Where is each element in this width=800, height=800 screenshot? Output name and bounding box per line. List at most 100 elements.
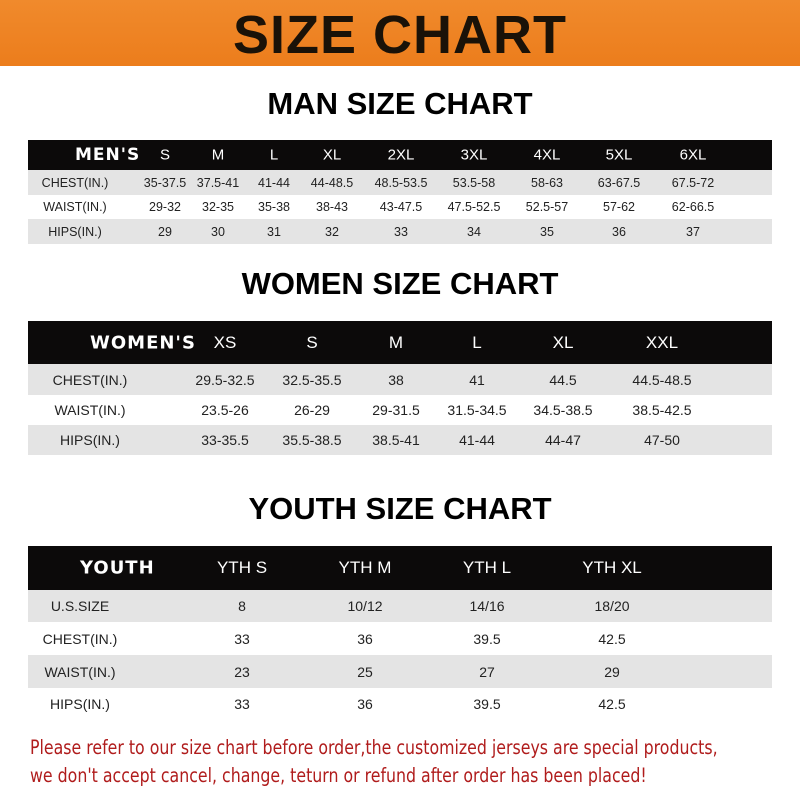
- table-title-cell: WOMEN'S: [90, 332, 196, 353]
- table-cell: 37: [686, 224, 700, 239]
- table-cell: 29.5-32.5: [195, 371, 255, 388]
- table-cell: 48.5-53.5: [374, 175, 428, 190]
- table-cell: 23.5-26: [201, 402, 249, 418]
- table-cell: 32: [325, 224, 339, 239]
- table-cell: 38-43: [316, 200, 348, 214]
- table-cell: 36: [357, 696, 373, 712]
- table-row: HIPS(IN.) 33-35.5 35.5-38.5 38.5-41 41-44 44-…: [28, 425, 772, 455]
- table-cell: 58-63: [531, 175, 563, 190]
- table-cell: 63-67.5: [597, 175, 641, 190]
- table-cell: 23: [234, 663, 250, 680]
- table-row: CHEST(IN.) 35-37.5 37.5-41 41-44 44-48.5 48.5…: [28, 170, 772, 195]
- table-cell: 29-31.5: [372, 402, 420, 418]
- page-title: SIZE CHART: [233, 5, 567, 65]
- measure-label: U.S.SIZE: [50, 598, 110, 614]
- table-cell: 67.5-72: [671, 175, 715, 190]
- table-cell: 38: [388, 371, 404, 388]
- measure-label: HIPS(IN.): [60, 432, 120, 448]
- table-cell: 44-47: [545, 432, 581, 448]
- size-header: 2XL: [387, 146, 415, 164]
- table-cell: 10/12: [347, 598, 383, 614]
- size-header: L: [472, 332, 482, 352]
- table-cell: 32.5-35.5: [282, 371, 342, 388]
- women-section-title: WOMEN SIZE CHART: [241, 266, 559, 301]
- table-cell: 57-62: [603, 200, 635, 214]
- order-notice: Please refer to our size chart before or…: [30, 734, 777, 790]
- table-cell: 25: [357, 663, 373, 680]
- size-header: M: [388, 332, 404, 352]
- size-header: YTH S: [216, 558, 268, 577]
- table-cell: 29: [604, 663, 620, 680]
- size-header: YTH L: [462, 558, 512, 577]
- men-section-title: MAN SIZE CHART: [267, 86, 533, 121]
- notice-line: we don't accept cancel, change, teturn o…: [30, 764, 647, 787]
- table-cell: 35-38: [258, 200, 290, 214]
- table-cell: 33: [394, 224, 408, 239]
- size-header: YTH XL: [582, 558, 642, 577]
- table-cell: 8: [238, 598, 246, 614]
- table-cell: 34: [467, 224, 481, 239]
- measure-label: WAIST(IN.): [43, 200, 107, 214]
- table-header-row: YOUTH YTH S YTH M YTH L YTH XL: [28, 546, 772, 590]
- table-cell: 38.5-42.5: [632, 402, 692, 418]
- table-cell: 43-47.5: [379, 200, 423, 214]
- measure-label: CHEST(IN.): [41, 175, 109, 190]
- table-cell: 33: [234, 696, 250, 712]
- size-header: S: [306, 332, 318, 352]
- size-header: XXL: [645, 332, 679, 352]
- table-cell: 35-37.5: [143, 175, 187, 190]
- table-row: CHEST(IN.) 29.5-32.5 32.5-35.5 38 41 44.5 44.5…: [28, 364, 772, 395]
- table-cell: 35: [540, 224, 554, 239]
- table-cell: 62-66.5: [671, 200, 715, 214]
- table-title-cell: MEN'S: [75, 145, 141, 165]
- table-cell: 29-32: [149, 200, 181, 214]
- measure-label: WAIST(IN.): [54, 402, 126, 418]
- table-cell: 52.5-57: [525, 200, 569, 214]
- measure-label: CHEST(IN.): [52, 371, 128, 388]
- table-cell: 47.5-52.5: [447, 200, 501, 214]
- size-header: XS: [213, 332, 237, 352]
- table-cell: 30: [211, 224, 225, 239]
- table-row: HIPS(IN.) 33 36 39.5 42.5: [28, 688, 772, 720]
- size-header: XL: [552, 332, 574, 352]
- table-cell: 39.5: [473, 696, 501, 712]
- table-cell: 44.5: [549, 371, 577, 388]
- title-banner: [0, 0, 800, 66]
- table-cell: 29: [158, 224, 172, 239]
- table-cell: 31: [267, 224, 281, 239]
- measure-label: HIPS(IN.): [50, 696, 110, 712]
- table-row: U.S.SIZE 8 10/12 14/16 18/20: [28, 590, 772, 622]
- size-header: XL: [322, 146, 342, 164]
- table-cell: 42.5: [598, 696, 626, 712]
- youth-section-title: YOUTH SIZE CHART: [248, 491, 552, 526]
- table-cell: 53.5-58: [452, 175, 496, 190]
- table-cell: 33-35.5: [201, 432, 249, 448]
- table-cell: 38.5-41: [372, 432, 420, 448]
- table-cell: 41: [469, 371, 485, 388]
- table-row: HIPS(IN.) 29 30 31 32 33 34 35 36 37: [28, 219, 772, 244]
- size-header: M: [211, 146, 225, 164]
- table-cell: 36: [612, 224, 626, 239]
- size-header: 5XL: [605, 146, 633, 164]
- measure-label: WAIST(IN.): [44, 663, 116, 680]
- table-cell: 41-44: [459, 432, 495, 448]
- table-cell: 44.5-48.5: [632, 371, 692, 388]
- measure-label: CHEST(IN.): [42, 630, 118, 647]
- size-header: YTH M: [338, 558, 392, 577]
- size-header: L: [269, 146, 279, 164]
- table-cell: 39.5: [473, 630, 501, 647]
- size-header: 6XL: [679, 146, 707, 164]
- table-cell: 31.5-34.5: [447, 402, 507, 418]
- table-row: CHEST(IN.) 33 36 39.5 42.5: [28, 622, 772, 655]
- table-cell: 37.5-41: [196, 175, 240, 190]
- size-header: 3XL: [460, 146, 488, 164]
- table-cell: 44-48.5: [310, 175, 354, 190]
- table-cell: 41-44: [258, 175, 290, 190]
- table-cell: 14/16: [469, 598, 505, 614]
- table-cell: 47-50: [644, 432, 680, 448]
- table-cell: 27: [479, 663, 495, 680]
- table-row: WAIST(IN.) 23 25 27 29: [28, 655, 772, 688]
- table-cell: 18/20: [594, 598, 630, 614]
- table-cell: 32-35: [202, 200, 234, 214]
- table-cell: 34.5-38.5: [533, 402, 593, 418]
